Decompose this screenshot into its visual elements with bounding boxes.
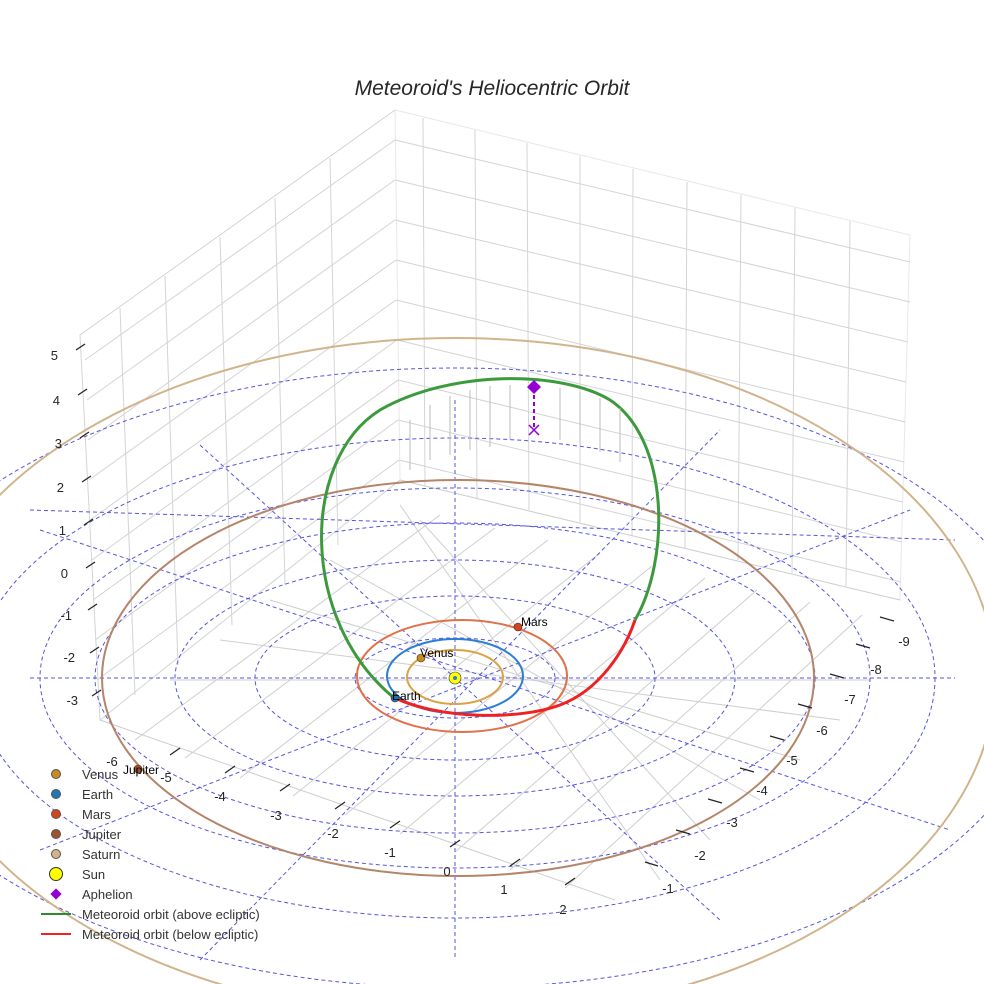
sun-dot-icon bbox=[49, 867, 63, 881]
chart-title: Meteoroid's Heliocentric Orbit bbox=[355, 77, 631, 100]
legend: Venus Earth Mars Jupiter Saturn Sun Aphe… bbox=[36, 764, 260, 944]
svg-text:-1: -1 bbox=[384, 845, 396, 860]
planet-orbits bbox=[0, 337, 984, 984]
svg-text:-3: -3 bbox=[726, 815, 738, 830]
svg-text:-3: -3 bbox=[270, 808, 282, 823]
svg-text:4: 4 bbox=[53, 393, 60, 408]
svg-text:-3: -3 bbox=[66, 693, 78, 708]
saturn-orbit bbox=[0, 337, 984, 984]
svg-text:-4: -4 bbox=[214, 789, 226, 804]
mars-dot-icon bbox=[51, 809, 61, 819]
svg-text:-7: -7 bbox=[844, 692, 856, 707]
legend-item-orbit-above[interactable]: Meteoroid orbit (above ecliptic) bbox=[36, 904, 260, 924]
mars-orbit bbox=[356, 619, 568, 733]
back-pane-grid bbox=[79, 109, 911, 721]
legend-item-sun[interactable]: Sun bbox=[36, 864, 260, 884]
floor-grid bbox=[99, 479, 901, 901]
ecliptic-grid bbox=[0, 367, 984, 984]
jupiter-dot-icon bbox=[51, 829, 61, 839]
legend-item-jupiter[interactable]: Jupiter bbox=[36, 824, 260, 844]
legend-item-aphelion[interactable]: Aphelion bbox=[36, 884, 260, 904]
z-axis-labels: 5 4 3 2 1 0 -1 -2 -3 bbox=[51, 348, 78, 708]
x-axis-labels: -6 -5 -4 -3 -2 -1 0 1 2 bbox=[106, 754, 566, 917]
venus-point bbox=[416, 653, 426, 663]
jupiter-orbit bbox=[101, 479, 815, 877]
svg-text:-5: -5 bbox=[160, 770, 172, 785]
earth-point bbox=[390, 693, 400, 703]
venus-dot-icon bbox=[51, 769, 61, 779]
svg-text:3: 3 bbox=[55, 436, 62, 451]
svg-text:Earth: Earth bbox=[392, 689, 421, 703]
jupiter-point bbox=[133, 764, 143, 774]
legend-item-earth[interactable]: Earth bbox=[36, 784, 260, 804]
earth-dot-icon bbox=[51, 789, 61, 799]
legend-item-venus[interactable]: Venus bbox=[36, 764, 260, 784]
saturn-dot-icon bbox=[51, 849, 61, 859]
diamond-icon bbox=[50, 888, 62, 900]
svg-text:1: 1 bbox=[59, 523, 66, 538]
svg-text:-2: -2 bbox=[63, 650, 75, 665]
svg-text:1: 1 bbox=[500, 882, 507, 897]
legend-item-orbit-below[interactable]: Meteoroid orbit (below ecliptic) bbox=[36, 924, 260, 944]
svg-text:Venus: Venus bbox=[420, 646, 453, 660]
orbit-below-ecliptic bbox=[392, 619, 637, 717]
svg-text:-2: -2 bbox=[694, 848, 706, 863]
svg-text:-6: -6 bbox=[816, 723, 828, 738]
svg-text:2: 2 bbox=[559, 902, 566, 917]
svg-text:-1: -1 bbox=[662, 881, 674, 896]
legend-item-mars[interactable]: Mars bbox=[36, 804, 260, 824]
svg-text:Jupiter: Jupiter bbox=[123, 763, 159, 777]
green-line-icon bbox=[41, 913, 71, 915]
venus-orbit bbox=[406, 649, 504, 705]
svg-text:-2: -2 bbox=[327, 826, 339, 841]
svg-text:Mars: Mars bbox=[521, 615, 548, 629]
svg-text:0: 0 bbox=[61, 566, 68, 581]
svg-text:-8: -8 bbox=[870, 662, 882, 677]
drop-lines bbox=[409, 385, 621, 470]
meteoroid-orbit bbox=[320, 377, 661, 717]
legend-item-saturn[interactable]: Saturn bbox=[36, 844, 260, 864]
orbit-above-ecliptic bbox=[320, 377, 661, 699]
svg-text:-4: -4 bbox=[756, 783, 768, 798]
y-axis-labels: -1 -2 -3 -4 -5 -6 -7 -8 -9 bbox=[662, 634, 910, 896]
planet-labels: Venus Earth Mars Jupiter bbox=[123, 615, 548, 777]
axis-ticks bbox=[75, 343, 895, 886]
mars-point bbox=[513, 622, 523, 632]
svg-text:-6: -6 bbox=[106, 754, 118, 769]
svg-text:5: 5 bbox=[51, 348, 58, 363]
svg-text:2: 2 bbox=[57, 480, 64, 495]
svg-text:-9: -9 bbox=[898, 634, 910, 649]
svg-text:-5: -5 bbox=[786, 753, 798, 768]
svg-text:-1: -1 bbox=[60, 608, 72, 623]
svg-text:0: 0 bbox=[443, 864, 450, 879]
red-line-icon bbox=[41, 933, 71, 935]
planets[interactable] bbox=[133, 622, 523, 774]
aphelion-marker[interactable] bbox=[527, 380, 541, 436]
